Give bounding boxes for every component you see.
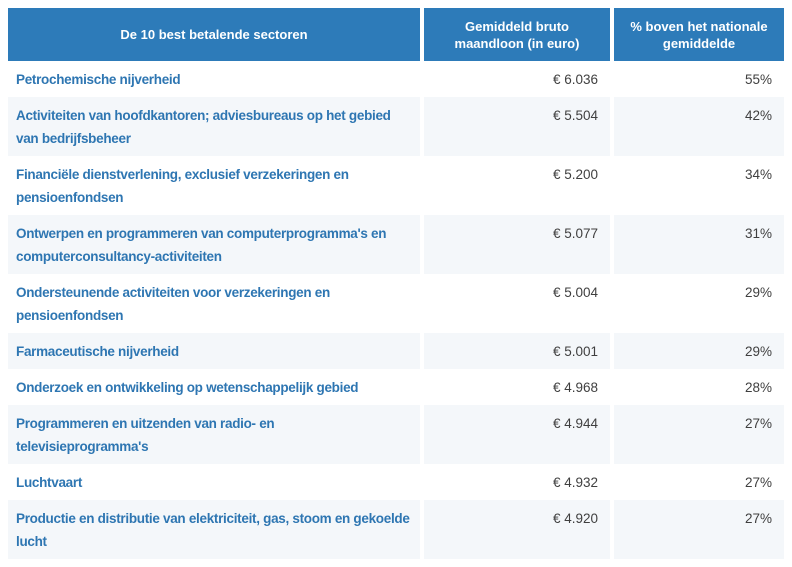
- wage-cell: € 6.036: [420, 61, 610, 97]
- sector-cell: Financiële dienstverlening, exclusief ve…: [8, 156, 420, 215]
- table-row: Petrochemische nijverheid € 6.036 55%: [8, 61, 784, 97]
- wage-cell: € 4.932: [420, 464, 610, 500]
- sector-cell: Luchtvaart: [8, 464, 420, 500]
- header-row: De 10 best betalende sectoren Gemiddeld …: [8, 8, 784, 61]
- sector-cell: Activiteiten van hoofdkantoren; adviesbu…: [8, 97, 420, 156]
- table-row: Farmaceutische nijverheid € 5.001 29%: [8, 333, 784, 369]
- sector-cell: Petrochemische nijverheid: [8, 61, 420, 97]
- sector-cell: Ontwerpen en programmeren van computerpr…: [8, 215, 420, 274]
- wage-cell: € 5.504: [420, 97, 610, 156]
- table-body: Petrochemische nijverheid € 6.036 55% Ac…: [8, 61, 784, 559]
- sector-cell: Programmeren en uitzenden van radio- en …: [8, 405, 420, 464]
- table-row: Activiteiten van hoofdkantoren; adviesbu…: [8, 97, 784, 156]
- column-header-wage: Gemiddeld bruto maandloon (in euro): [420, 8, 610, 61]
- percent-cell: 55%: [610, 61, 784, 97]
- wage-cell: € 5.004: [420, 274, 610, 333]
- sector-cell: Onderzoek en ontwikkeling op wetenschapp…: [8, 369, 420, 405]
- table-row: Productie en distributie van elektricite…: [8, 500, 784, 559]
- wage-cell: € 4.920: [420, 500, 610, 559]
- wage-cell: € 4.968: [420, 369, 610, 405]
- table-row: Onderzoek en ontwikkeling op wetenschapp…: [8, 369, 784, 405]
- percent-cell: 29%: [610, 333, 784, 369]
- percent-cell: 27%: [610, 500, 784, 559]
- sector-cell: Productie en distributie van elektricite…: [8, 500, 420, 559]
- table-row: Financiële dienstverlening, exclusief ve…: [8, 156, 784, 215]
- percent-cell: 28%: [610, 369, 784, 405]
- table-row: Ondersteunende activiteiten voor verzeke…: [8, 274, 784, 333]
- wage-cell: € 5.077: [420, 215, 610, 274]
- wage-cell: € 4.944: [420, 405, 610, 464]
- percent-cell: 27%: [610, 464, 784, 500]
- wage-cell: € 5.200: [420, 156, 610, 215]
- table-row: Programmeren en uitzenden van radio- en …: [8, 405, 784, 464]
- table-row: Luchtvaart € 4.932 27%: [8, 464, 784, 500]
- percent-cell: 29%: [610, 274, 784, 333]
- sector-cell: Ondersteunende activiteiten voor verzeke…: [8, 274, 420, 333]
- percent-cell: 42%: [610, 97, 784, 156]
- column-header-percent: % boven het nationale gemiddelde: [610, 8, 784, 61]
- percent-cell: 27%: [610, 405, 784, 464]
- best-paying-sectors-table: De 10 best betalende sectoren Gemiddeld …: [8, 8, 784, 559]
- column-header-sector: De 10 best betalende sectoren: [8, 8, 420, 61]
- percent-cell: 31%: [610, 215, 784, 274]
- wage-cell: € 5.001: [420, 333, 610, 369]
- table-row: Ontwerpen en programmeren van computerpr…: [8, 215, 784, 274]
- percent-cell: 34%: [610, 156, 784, 215]
- sector-cell: Farmaceutische nijverheid: [8, 333, 420, 369]
